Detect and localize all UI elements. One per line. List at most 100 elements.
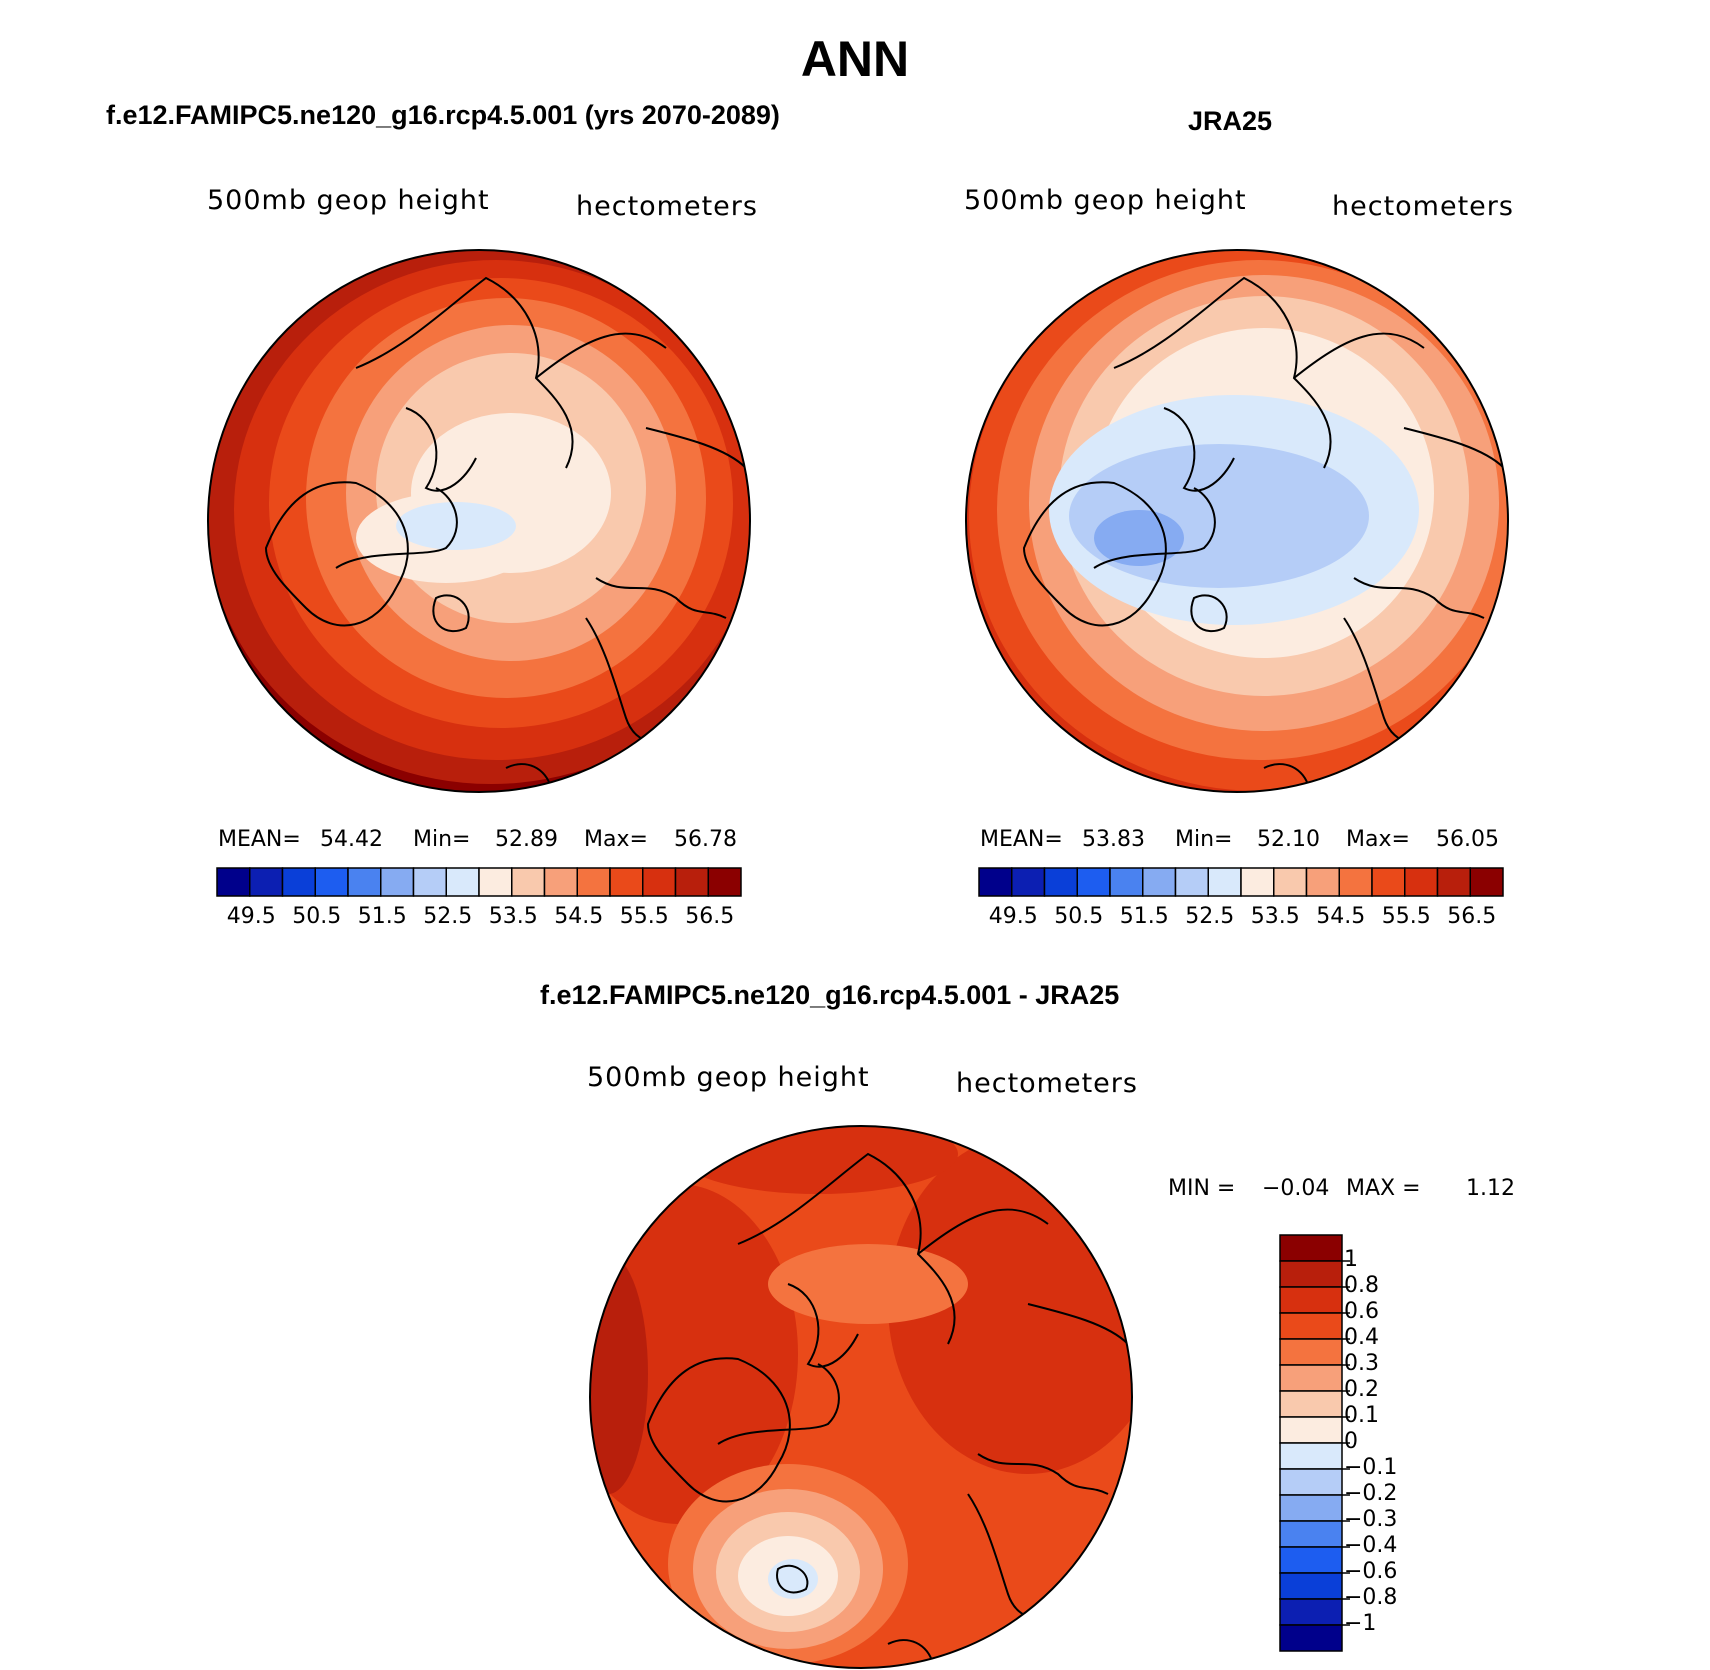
panel-model-contours [208,250,750,792]
colorbar-swatch [1279,1546,1343,1574]
colorbar-swatch [1404,867,1439,897]
colorbar-swatch [1011,867,1046,897]
panel-obs-colorbar [978,867,1504,897]
colorbar-tick-label: −0.8 [1344,1585,1398,1610]
colorbar-tick-label: 51.5 [1119,904,1169,929]
colorbar-swatch [347,867,382,897]
panel-obs-min-label: Min= [1175,827,1233,852]
colorbar-tick-label: 51.5 [357,904,407,929]
panel-obs-max-label: Max= [1346,827,1410,852]
colorbar-swatch [642,867,677,897]
panel-diff-map [589,1125,1133,1669]
colorbar-tick-label: 56.5 [685,904,735,929]
colorbar-tick-label: −0.4 [1344,1533,1398,1558]
panel-obs-min-value: 52.10 [1257,827,1320,852]
colorbar-tick-label: 0.6 [1344,1299,1379,1324]
colorbar-swatch [576,867,611,897]
panel-diff-units-label: hectometers [956,1068,1138,1099]
colorbar-tick-label: 49.5 [988,904,1038,929]
colorbar-tick-label: 55.5 [1381,904,1431,929]
colorbar-tick-label: −0.2 [1344,1481,1398,1506]
colorbar-tick-label: 52.5 [1185,904,1235,929]
colorbar-tick-label: 1 [1344,1247,1358,1272]
panel-model-min-label: Min= [413,827,471,852]
colorbar-swatch [978,867,1013,897]
panel-model-map [207,249,751,793]
colorbar-swatch [1174,867,1209,897]
colorbar-swatch [1279,1442,1343,1470]
colorbar-swatch [609,867,644,897]
panel-obs-units-label: hectometers [1332,191,1514,222]
colorbar-tick-label: 49.5 [226,904,276,929]
colorbar-swatch [249,867,284,897]
panel-obs-mean-value: 53.83 [1082,827,1145,852]
colorbar-swatch [1436,867,1471,897]
colorbar-tick-label: −0.6 [1344,1559,1398,1584]
colorbar-tick-label: 50.5 [1054,904,1104,929]
colorbar-swatch [1273,867,1308,897]
panel-obs-title: JRA25 [1188,106,1273,136]
panel-diff-min-value: −0.04 [1262,1176,1330,1201]
contour-band [1094,510,1184,566]
panel-obs-coastlines [1022,276,1505,789]
panel-model-variable-label: 500mb geop height [207,185,490,216]
colorbar-swatch [1279,1598,1343,1626]
colorbar-swatch [1279,1312,1343,1340]
colorbar-swatch [1109,867,1144,897]
panel-model-coastlines [264,276,747,789]
panel-model-max-label: Max= [584,827,648,852]
panel-diff-coastlines [646,1152,1129,1665]
contour-band [590,1254,648,1494]
panel-diff-variable-label: 500mb geop height [587,1062,870,1093]
colorbar-swatch [707,867,742,897]
colorbar-swatch [1043,867,1078,897]
panel-diff-contours [590,1126,1132,1668]
colorbar-swatch [1305,867,1340,897]
panel-model-map-border [207,249,751,793]
panel-diff-min-label: MIN = [1168,1176,1236,1201]
panel-obs-map-border [965,249,1509,793]
colorbar-swatch [1279,1494,1343,1522]
panel-obs-mean-label: MEAN= [980,827,1063,852]
colorbar-swatch [543,867,578,897]
colorbar-swatch [1207,867,1242,897]
panel-model-title: f.e12.FAMIPC5.ne120_g16.rcp4.5.001 (yrs … [106,100,780,130]
panel-obs-variable-label: 500mb geop height [964,185,1247,216]
colorbar-tick-label: 0 [1344,1429,1358,1454]
colorbar-swatch [1279,1416,1343,1444]
panel-diff-title: f.e12.FAMIPC5.ne120_g16.rcp4.5.001 - JRA… [540,980,1120,1010]
colorbar-swatch [1279,1286,1343,1314]
colorbar-swatch [1279,1390,1343,1418]
colorbar-swatch [674,867,709,897]
colorbar-tick-label: −0.1 [1344,1455,1398,1480]
colorbar-swatch [445,867,480,897]
colorbar-swatch [1371,867,1406,897]
colorbar-swatch [1279,1364,1343,1392]
panel-diff-colorbar [1279,1234,1350,1652]
colorbar-swatch [1279,1260,1343,1288]
colorbar-tick-label: −0.3 [1344,1507,1398,1532]
colorbar-swatch [1076,867,1111,897]
colorbar-swatch [1279,1520,1343,1548]
colorbar-swatch [1279,1624,1343,1652]
panel-model-units-label: hectometers [576,191,758,222]
colorbar-swatch [1279,1572,1343,1600]
colorbar-swatch [478,867,513,897]
panel-model-max-value: 56.78 [674,827,737,852]
colorbar-swatch [314,867,349,897]
colorbar-swatch [1279,1338,1343,1366]
panel-obs-max-value: 56.05 [1436,827,1499,852]
colorbar-tick-label: 0.8 [1344,1273,1379,1298]
panel-model-min-value: 52.89 [495,827,558,852]
colorbar-swatch [412,867,447,897]
colorbar-swatch [1279,1468,1343,1496]
colorbar-tick-label: −1 [1344,1611,1377,1636]
colorbar-swatch [1240,867,1275,897]
figure-title: ANN [800,31,910,87]
colorbar-swatch [380,867,415,897]
colorbar-tick-label: 0.1 [1344,1403,1379,1428]
colorbar-swatch [1338,867,1373,897]
colorbar-swatch [1469,867,1504,897]
panel-obs-map [965,249,1509,793]
colorbar-swatch [1279,1234,1343,1262]
